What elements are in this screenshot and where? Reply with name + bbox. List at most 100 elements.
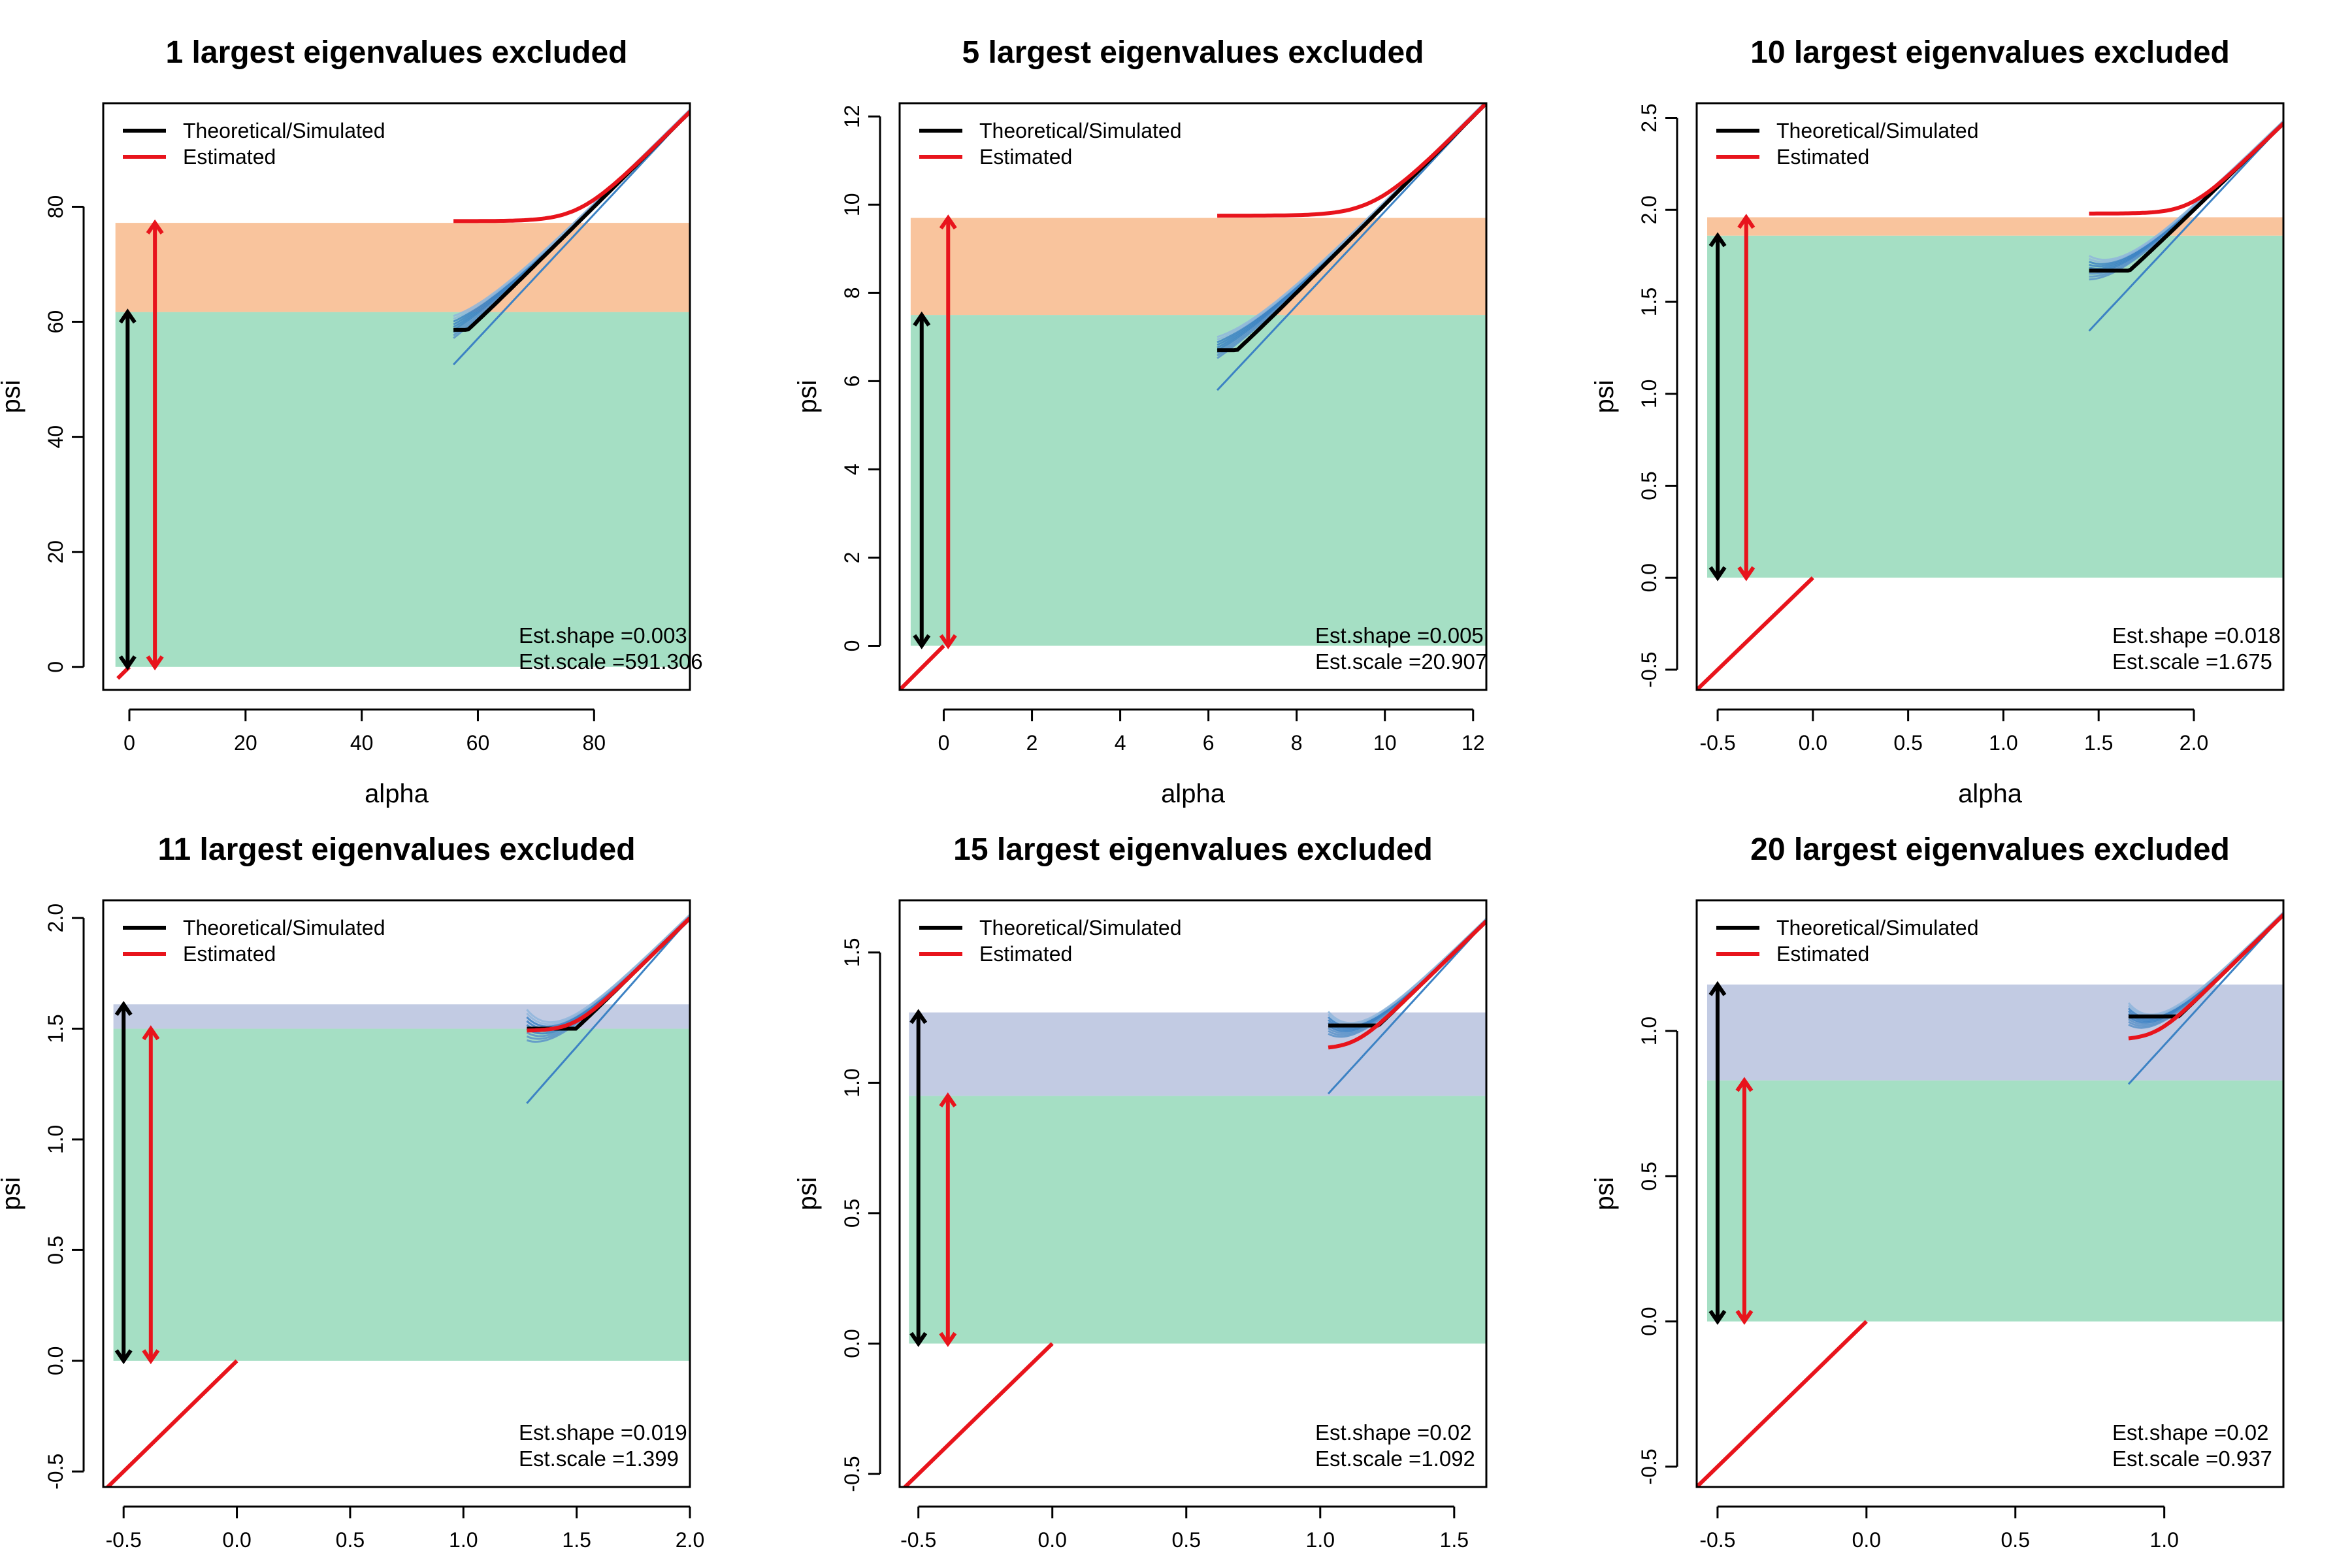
y-tick-label: 6 <box>840 375 864 387</box>
x-tick-label: 1.0 <box>1306 1528 1335 1552</box>
band-orange <box>1707 217 2283 236</box>
legend: Theoretical/Simulated Estimated <box>919 916 1181 966</box>
panel-2: 0 2 4 6 8 10 12 0 2 4 6 8 10 12 5 largest eigenvalues … <box>793 35 1488 808</box>
simulated-curve <box>1328 919 1486 1028</box>
y-tick-label: 0.5 <box>44 1235 67 1264</box>
y-tick-label: 10 <box>840 193 864 216</box>
estimated-curve <box>1328 919 1486 1050</box>
estimated-range-arrow <box>1735 1077 1754 1325</box>
simulated-curve <box>1328 917 1486 1024</box>
legend-label-estimated: Estimated <box>979 942 1072 966</box>
y-tick-label: 0 <box>44 661 67 673</box>
legend-label-theoretical: Theoretical/Simulated <box>1776 916 1978 939</box>
y-tick-label: 60 <box>44 310 67 334</box>
y-tick-label: 1.5 <box>840 938 864 967</box>
x-tick-label: -0.5 <box>900 1528 936 1552</box>
x-tick-label: 0.5 <box>1172 1528 1201 1552</box>
legend: Theoretical/Simulated Estimated <box>919 119 1181 169</box>
y-tick-label: 2 <box>840 552 864 564</box>
simulated-curve <box>453 111 690 366</box>
band-green <box>113 1028 690 1361</box>
legend: Theoretical/Simulated Estimated <box>123 916 385 966</box>
plot-frame <box>102 102 691 691</box>
estimated-line-negative <box>1697 1320 1868 1487</box>
estimated-curve <box>527 916 690 1033</box>
x-tick-label: -0.5 <box>106 1528 142 1552</box>
estimated-curve <box>2089 122 2283 216</box>
y-tick-label: 2.0 <box>1637 195 1661 224</box>
estimated-range-arrow <box>939 214 957 649</box>
theoretical-range-arrow <box>1708 232 1727 581</box>
chart-title: 5 largest eigenvalues excluded <box>962 35 1424 70</box>
legend-label-theoretical: Theoretical/Simulated <box>183 916 385 939</box>
panel-3: -0.5 0.0 0.5 1.0 1.5 2.0 -0.5 0.0 0.5 1.0 1.5 2.0 2.… <box>1590 35 2285 808</box>
y-tick-label: 0.5 <box>1637 1162 1661 1190</box>
chart-title: 20 largest eigenvalues excluded <box>1750 832 2230 867</box>
theoretical-range-arrow <box>913 311 931 649</box>
legend-label-theoretical: Theoretical/Simulated <box>979 119 1181 142</box>
estimated-curve <box>2128 913 2283 1041</box>
simulated-curve <box>2088 122 2283 332</box>
est-scale-label: Est.scale =20.907 <box>1315 649 1487 674</box>
x-tick-label: 0.5 <box>2001 1528 2030 1552</box>
simulated-curve <box>526 917 690 1104</box>
legend-label-theoretical: Theoretical/Simulated <box>979 916 1181 939</box>
y-tick-label: 0.0 <box>840 1329 864 1358</box>
y-tick-label: 2.5 <box>1637 103 1661 132</box>
x-tick-label: 0.5 <box>336 1528 365 1552</box>
plot-frame <box>102 899 691 1488</box>
y-axis-label: psi <box>793 380 822 413</box>
simulated-curve <box>2127 911 2283 1016</box>
y-tick-label: 1.0 <box>1637 1017 1661 1045</box>
y-tick-label: 0.5 <box>1637 471 1661 500</box>
y-tick-label: 20 <box>44 540 67 564</box>
simulated-curve <box>2088 120 2283 261</box>
est-scale-label: Est.scale =0.937 <box>2112 1446 2272 1471</box>
est-shape-label: Est.shape =0.005 <box>1315 623 1484 647</box>
x-tick-label: 2.0 <box>2180 731 2208 755</box>
estimated-line-negative <box>1697 576 1814 690</box>
plot-area <box>115 108 690 680</box>
legend-label-estimated: Estimated <box>1776 145 1869 169</box>
theoretical-range-arrow <box>114 1000 133 1365</box>
x-tick-label: 0 <box>123 731 135 755</box>
theoretical-range-arrow <box>118 308 137 671</box>
x-axis-label: alpha <box>1161 779 1226 808</box>
x-tick-label: 1.5 <box>562 1528 591 1552</box>
y-tick-label: 0 <box>840 640 864 652</box>
panel-1: 0 20 40 60 80 0 20 40 60 80 1 largest eigenvalues … <box>0 35 703 808</box>
est-shape-label: Est.shape =0.003 <box>519 623 687 647</box>
x-tick-label: 60 <box>466 731 490 755</box>
theoretical-range-arrow <box>909 1009 928 1347</box>
theoretical-curve <box>1328 919 1486 1028</box>
plot-frame <box>898 899 1488 1488</box>
panel-6: -0.5 0.0 0.5 1.0 -0.5 0.0 0.5 1.0 20 largest eig… <box>1590 832 2285 1552</box>
y-tick-label: 1.0 <box>44 1125 67 1154</box>
y-tick-label: 1.5 <box>44 1014 67 1043</box>
estimated-range-arrow <box>939 1092 957 1347</box>
est-scale-label: Est.scale =591.306 <box>519 649 703 674</box>
x-tick-label: 1.0 <box>449 1528 478 1552</box>
x-tick-label: 1.5 <box>2084 731 2113 755</box>
plot-area <box>1697 911 2283 1487</box>
x-tick-label: 10 <box>1373 731 1397 755</box>
simulated-curve <box>1328 919 1486 1029</box>
band-green <box>1707 235 2283 578</box>
x-tick-label: 40 <box>350 731 374 755</box>
legend: Theoretical/Simulated Estimated <box>1716 916 1978 966</box>
y-tick-label: 0.0 <box>1637 1307 1661 1335</box>
y-tick-label: 0.0 <box>1637 563 1661 592</box>
band-lavender <box>909 1012 1486 1096</box>
x-axis-label: alpha <box>365 779 429 808</box>
y-tick-label: 12 <box>840 105 864 128</box>
y-tick-label: 40 <box>44 425 67 449</box>
x-tick-label: 1.0 <box>1989 731 2017 755</box>
x-tick-label: 20 <box>234 731 257 755</box>
chart-title: 10 largest eigenvalues excluded <box>1750 35 2230 70</box>
estimated-range-arrow <box>142 1025 160 1365</box>
panel-4: -0.5 0.0 0.5 1.0 1.5 2.0 -0.5 0.0 0.5 1.0 1.5 2.0 11… <box>0 832 704 1552</box>
y-tick-label: 1.0 <box>840 1068 864 1097</box>
est-shape-label: Est.shape =0.019 <box>519 1420 687 1445</box>
est-shape-label: Est.shape =0.02 <box>1315 1420 1471 1445</box>
